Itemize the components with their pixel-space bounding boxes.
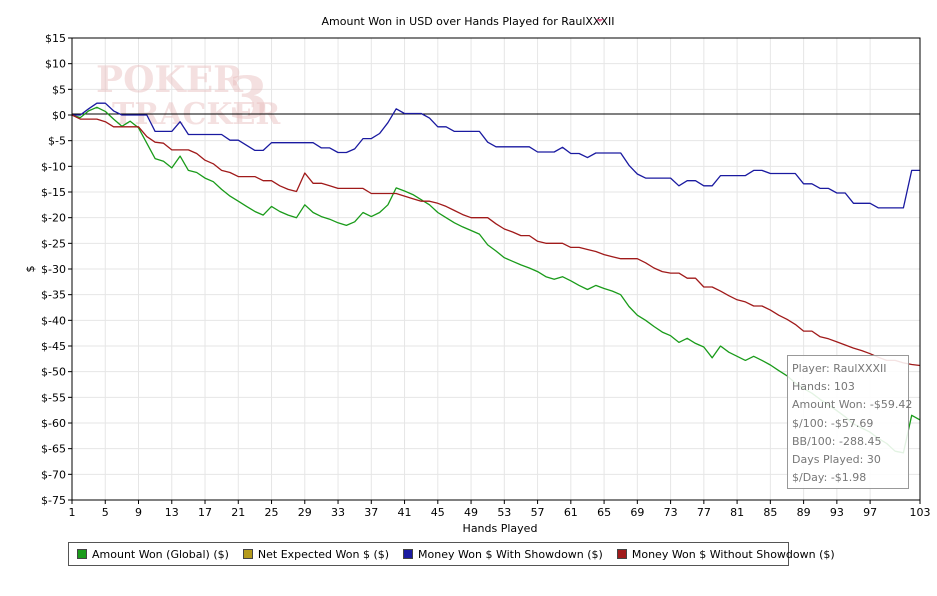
tooltip-player: Player: RaulXXXII: [792, 362, 887, 375]
x-tick-label: 45: [431, 506, 445, 519]
watermark-line1: POKER: [96, 59, 244, 101]
y-tick-label: $-55: [41, 391, 66, 404]
x-tick-label: 61: [564, 506, 578, 519]
y-axis-ticks: $15 $10 $5 $0 $-5 $-10 $-15 $-20 $-25 $-30 $-35 $-4…: [41, 32, 72, 507]
legend-swatch: [403, 549, 414, 559]
x-tick-label: 73: [664, 506, 678, 519]
chart-title: Amount Won in USD over Hands Played for …: [322, 15, 615, 28]
y-tick-label: $-65: [41, 443, 66, 456]
x-tick-label: 1: [69, 506, 76, 519]
x-tick-label: 13: [165, 506, 179, 519]
tooltip-hands: Hands: 103: [792, 380, 855, 394]
legend-item-with-showdown[interactable]: Money Won $ With Showdown ($): [403, 548, 603, 561]
legend-item-net-expected[interactable]: Net Expected Won $ ($): [242, 547, 390, 561]
x-tick-label: 89: [797, 506, 811, 519]
tooltip-amount-won: Amount Won: -$59.42: [792, 398, 913, 412]
tooltip-days-played: Days Played: 30: [792, 453, 881, 467]
x-tick-label: 69: [630, 506, 644, 519]
y-tick-label: $0: [52, 109, 66, 122]
x-tick-label: 103: [910, 506, 931, 519]
series-lines: [71, 102, 921, 454]
y-tick-label: $-10: [41, 160, 66, 173]
y-tick-label: $10: [45, 58, 66, 71]
y-tick-label: $-45: [41, 340, 66, 353]
y-tick-label: $5: [52, 83, 66, 96]
x-axis-ticks: 1 5 9 13 17 21 25 29 33 37 41 45 49 53 57 61 65 69 73 77 81 8…: [69, 500, 931, 519]
x-tick-label: 25: [265, 506, 279, 519]
x-tick-label: 57: [531, 506, 545, 519]
legend-label: Money Won $ Without Showdown ($): [631, 547, 835, 561]
x-tick-label: 97: [863, 506, 877, 519]
series-line-amount-won-global: [71, 106, 921, 454]
chart-options-icon[interactable]: [596, 19, 604, 22]
x-tick-label: 49: [464, 506, 478, 519]
y-tick-label: $-5: [48, 135, 66, 148]
tooltip-dollars-per-100: $/100: -$57.69: [792, 416, 874, 430]
y-tick-label: $-30: [41, 263, 66, 276]
y-tick-label: $-40: [41, 314, 66, 327]
chart-legend: Amount Won (Global) ($) Net Expected Won…: [68, 542, 835, 566]
legend-swatch: [242, 549, 253, 559]
x-tick-label: 33: [331, 506, 345, 519]
legend-swatch: [616, 549, 627, 559]
player-stats-tooltip: Player: RaulXXXII Hands: 103 Amount Won:…: [787, 355, 913, 489]
tooltip-dollars-per-day: $/Day: -$1.98: [792, 471, 867, 485]
x-tick-label: 77: [697, 506, 711, 519]
x-tick-label: 53: [497, 506, 511, 519]
series-line-money-won-with-showdown: [72, 102, 920, 209]
x-tick-label: 85: [763, 506, 777, 519]
legend-item-without-showdown[interactable]: Money Won $ Without Showdown ($): [616, 547, 835, 561]
y-tick-label: $-35: [41, 289, 66, 302]
x-tick-label: 81: [730, 506, 744, 519]
y-tick-label: $-50: [41, 366, 66, 379]
y-tick-label: $-70: [41, 468, 66, 481]
y-tick-label: $15: [45, 32, 66, 45]
legend-label: Net Expected Won $ ($): [257, 547, 390, 561]
pokertracker-watermark-logo: POKER TRACKER 3: [96, 59, 281, 132]
legend-label: Money Won $ With Showdown ($): [418, 547, 603, 561]
tooltip-bb-per-100: BB/100: -288.45: [792, 434, 882, 448]
y-tick-label: $-60: [41, 417, 66, 430]
watermark-digit: 3: [228, 64, 268, 132]
y-tick-label: $-20: [41, 212, 66, 225]
x-tick-label: 65: [597, 506, 611, 519]
x-tick-label: 41: [398, 506, 412, 519]
legend-swatch: [77, 549, 87, 559]
x-tick-label: 93: [830, 506, 844, 519]
series-line-money-won-without-showdown: [71, 114, 921, 367]
x-axis-title: Hands Played: [463, 522, 538, 535]
x-tick-label: 17: [198, 506, 212, 519]
y-tick-label: $-25: [41, 237, 66, 250]
y-tick-label: $-15: [41, 186, 66, 199]
x-tick-label: 37: [364, 506, 378, 519]
y-tick-label: $-75: [41, 494, 66, 507]
x-tick-label: 21: [231, 506, 245, 519]
y-axis-title: $: [24, 266, 37, 273]
legend-item-amount-won[interactable]: Amount Won (Global) ($): [77, 548, 229, 561]
legend-label: Amount Won (Global) ($): [92, 547, 229, 561]
x-tick-label: 5: [102, 506, 109, 519]
x-tick-label: 29: [298, 506, 312, 519]
x-tick-label: 9: [135, 506, 142, 519]
